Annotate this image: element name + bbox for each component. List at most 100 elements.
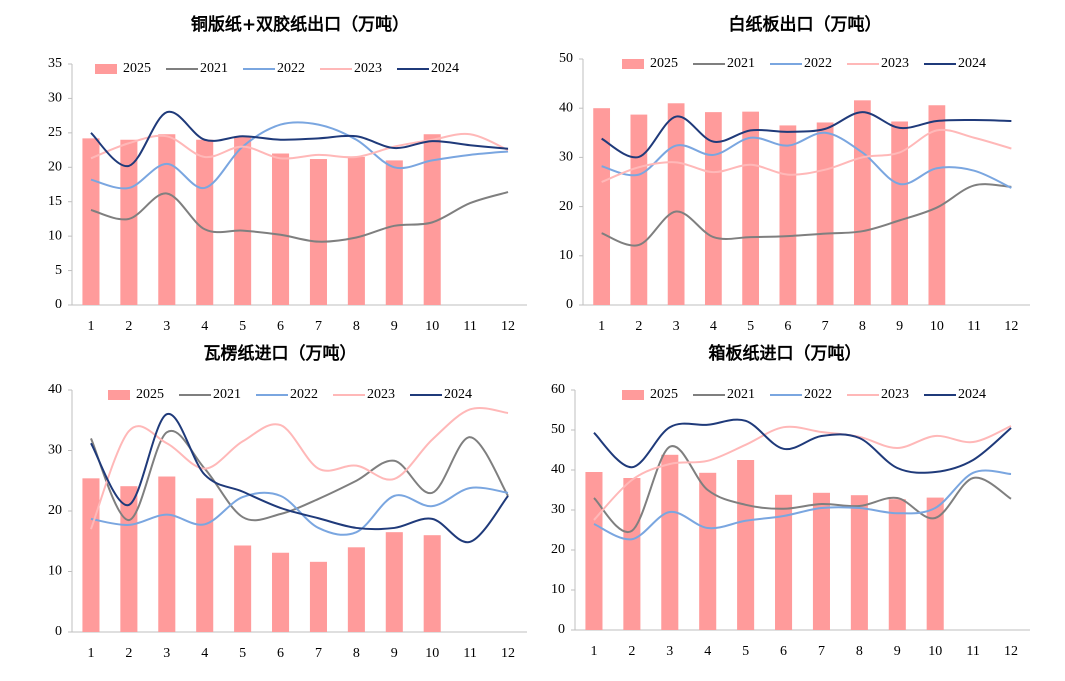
y-tick-label: 5: [55, 263, 62, 278]
x-tick-label: 7: [315, 646, 322, 661]
bar: [309, 561, 327, 632]
y-tick-label: 30: [559, 150, 573, 165]
line-series: [601, 111, 1012, 159]
x-tick-label: 12: [501, 646, 515, 661]
y-tick-label: 50: [559, 51, 573, 66]
line-series: [90, 486, 509, 536]
x-tick-label: 3: [673, 319, 680, 334]
bar: [661, 454, 679, 630]
x-tick-label: 11: [966, 644, 979, 659]
x-tick-label: 5: [747, 319, 754, 334]
x-tick-label: 8: [856, 644, 863, 659]
x-tick-label: 8: [353, 646, 360, 661]
line-series: [90, 406, 509, 530]
bar: [423, 535, 441, 632]
legend-label: 2022: [804, 387, 832, 402]
x-tick-label: 10: [425, 646, 439, 661]
y-tick-label: 10: [48, 228, 62, 243]
x-tick-label: 8: [353, 319, 360, 334]
bar: [888, 499, 906, 630]
bar: [891, 121, 909, 305]
x-tick-label: 2: [125, 646, 132, 661]
legend-label: 2023: [367, 387, 395, 402]
x-tick-label: 4: [201, 646, 208, 661]
legend-label: 2025: [123, 61, 151, 76]
bar: [82, 138, 100, 305]
x-tick-label: 6: [784, 319, 791, 334]
y-tick-label: 60: [551, 382, 565, 397]
line-series: [90, 110, 509, 167]
bar: [82, 478, 100, 632]
bar: [272, 153, 290, 305]
x-tick-label: 1: [87, 646, 94, 661]
legend-label: 2023: [881, 56, 909, 71]
bar: [623, 478, 641, 630]
line-series: [593, 469, 1012, 541]
chart-title: 铜版纸+双胶纸出口（万吨）: [191, 14, 409, 35]
x-tick-label: 6: [277, 319, 284, 334]
legend-swatch: [622, 59, 644, 69]
legend-label: 2024: [444, 387, 472, 402]
line-series: [90, 121, 509, 190]
y-tick-label: 50: [551, 422, 565, 437]
x-tick-label: 11: [463, 646, 476, 661]
bar: [385, 160, 403, 305]
y-tick-label: 10: [48, 564, 62, 579]
legend-label: 2021: [213, 387, 241, 402]
bar: [120, 139, 138, 305]
legend-label: 2023: [354, 61, 382, 76]
y-tick-label: 25: [48, 125, 62, 140]
bar: [347, 547, 365, 632]
legend-label: 2023: [881, 387, 909, 402]
x-tick-label: 4: [704, 644, 711, 659]
bar: [196, 498, 214, 632]
bar: [234, 136, 252, 305]
legend-label: 2022: [290, 387, 318, 402]
bar: [853, 100, 871, 305]
line-series: [90, 191, 509, 243]
x-tick-label: 2: [125, 319, 132, 334]
x-tick-label: 6: [780, 644, 787, 659]
x-tick-label: 1: [590, 644, 597, 659]
y-tick-label: 0: [55, 297, 62, 312]
x-tick-label: 2: [635, 319, 642, 334]
bar: [775, 494, 793, 630]
chart-title: 白纸板出口（万吨）: [729, 14, 882, 35]
bar: [158, 134, 176, 305]
legend-label: 2025: [136, 387, 164, 402]
x-tick-label: 4: [710, 319, 717, 334]
bar: [812, 492, 830, 630]
legend-label: 2025: [650, 56, 678, 71]
bar: [742, 111, 760, 305]
x-tick-label: 10: [928, 644, 942, 659]
chart-title: 瓦楞纸进口（万吨）: [204, 343, 357, 364]
legend-label: 2024: [958, 56, 986, 71]
x-tick-label: 7: [822, 319, 829, 334]
bar: [704, 112, 722, 305]
y-tick-label: 20: [48, 160, 62, 175]
legend-label: 2024: [958, 387, 986, 402]
bar: [926, 497, 944, 630]
line-series: [90, 132, 509, 160]
y-tick-label: 20: [559, 199, 573, 214]
bar: [928, 105, 946, 305]
x-tick-label: 5: [239, 646, 246, 661]
bar: [816, 122, 834, 305]
x-tick-label: 5: [239, 319, 246, 334]
bar: [779, 125, 797, 305]
legend-label: 2021: [727, 387, 755, 402]
legend-swatch: [95, 64, 117, 74]
line-series: [90, 413, 509, 544]
y-tick-label: 30: [48, 443, 62, 458]
line-series: [601, 183, 1012, 247]
x-tick-label: 11: [967, 319, 980, 334]
bar: [272, 552, 290, 632]
legend-label: 2021: [727, 56, 755, 71]
y-tick-label: 15: [48, 194, 62, 209]
x-tick-label: 6: [277, 646, 284, 661]
x-tick-label: 1: [598, 319, 605, 334]
y-tick-label: 0: [55, 624, 62, 639]
